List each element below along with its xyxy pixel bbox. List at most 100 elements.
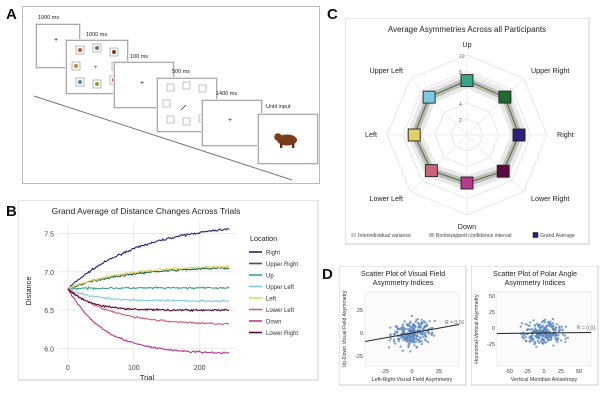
y-tick-label: 6.5 (44, 308, 54, 315)
data-point (420, 321, 424, 325)
data-point (519, 325, 522, 328)
data-point (538, 341, 541, 345)
bear-leg (292, 143, 295, 148)
panel-a-letter: A (6, 6, 17, 23)
y-axis-label: Horizontal-Vertical Asymmetry (474, 294, 480, 364)
cue-box (182, 81, 191, 90)
x-tick-label: 100 (128, 365, 140, 372)
data-point (542, 319, 545, 323)
data-point (550, 323, 553, 326)
legend-label: Down (266, 320, 281, 326)
series-line-lower-left (67, 288, 230, 326)
data-point (549, 335, 552, 338)
regression-line (364, 324, 460, 342)
data-point (534, 327, 537, 330)
data-point (538, 323, 541, 327)
data-point (410, 329, 413, 332)
data-point (551, 327, 555, 330)
marker-up (460, 74, 474, 88)
data-point (427, 332, 431, 335)
data-point (538, 330, 541, 333)
radar-spoke (466, 134, 524, 192)
y-tick-label: 0 (492, 326, 495, 332)
data-point (415, 318, 418, 322)
data-point (413, 341, 416, 344)
data-point (525, 340, 528, 343)
data-point (554, 336, 557, 340)
data-point (425, 324, 428, 327)
radar-title: Average Asymmetries Across all Participa… (388, 25, 546, 34)
data-point (389, 326, 392, 329)
y-tick-label: 7.5 (44, 232, 54, 239)
data-point (406, 340, 409, 343)
bear-body (277, 134, 297, 146)
data-point (535, 345, 538, 349)
data-point (546, 329, 549, 332)
data-point (410, 314, 414, 318)
legend-average-swatch (532, 232, 539, 238)
data-point (399, 345, 402, 348)
data-point (396, 328, 400, 331)
x-tick-label: -50 (505, 369, 513, 375)
legend-ci-swatch (429, 233, 434, 237)
data-point (399, 327, 402, 330)
data-point (415, 345, 419, 349)
legend-ci-label: Bootstrapped confidence interval (436, 233, 512, 239)
data-point (401, 336, 404, 339)
data-point (520, 322, 524, 325)
data-point (389, 332, 392, 336)
data-point (562, 333, 565, 336)
plot-area (364, 291, 460, 367)
data-point (397, 337, 401, 341)
timeline-arrow (33, 95, 293, 181)
data-point (549, 338, 552, 341)
radar-axis-labels: Up Upper Right Right Lower Right Down Lower L… (365, 40, 574, 231)
scatter-1-body: R = 0.16 -25 0 25 25 0 -25 Left-Right Visual Fi… (342, 290, 464, 383)
data-point (392, 332, 396, 336)
radar-spoke (410, 78, 468, 136)
data-point (418, 340, 421, 344)
scatter-chart-1: Scatter Plot of Visual Field Asymmetry I… (339, 266, 467, 386)
marker-lower-left (424, 164, 438, 178)
data-point (409, 350, 412, 353)
data-point (539, 340, 542, 343)
data-point (543, 321, 547, 324)
fixation-cross-2: + (140, 80, 145, 87)
data-point (411, 334, 414, 337)
radar-legend: Interindividual variance Bootstrapped con… (351, 232, 575, 239)
timing-label-3: 100 ms (130, 54, 149, 60)
data-point (432, 334, 436, 337)
marker-lower-right (496, 164, 510, 178)
data-point (552, 344, 555, 347)
data-point (395, 332, 399, 335)
line-legend: Location Right Upper Right Up Upper Left Left… (249, 234, 298, 337)
axis-label-upper-left: Upper Left (369, 66, 403, 75)
series-line-right (67, 228, 230, 290)
line-chart-title: Grand Average of Distance Changes Across… (52, 206, 241, 216)
cue-box (162, 99, 171, 108)
data-point (529, 321, 532, 324)
marker-left (407, 128, 421, 142)
timing-label-2: 1000 ms (86, 32, 108, 38)
array-fixation: + (94, 65, 98, 71)
data-point (387, 346, 391, 349)
y-tick-label: 0 (360, 331, 363, 337)
data-point (557, 334, 560, 337)
line-grid (58, 222, 236, 360)
data-point (424, 332, 427, 335)
legend-label: Right (266, 251, 280, 257)
scatter-2-body: R = 0.01 -50 -25 0 25 50 50 25 0 -25 Vertical Meri… (474, 291, 596, 383)
marker-down (460, 176, 474, 190)
object-icon (78, 80, 82, 84)
data-point (543, 336, 547, 339)
data-point (528, 340, 531, 343)
data-point (431, 331, 434, 334)
data-point (561, 329, 564, 332)
data-point (394, 330, 397, 333)
data-point (424, 339, 428, 342)
data-point (420, 340, 423, 343)
data-point (420, 318, 423, 321)
timing-label-1: 1000 ms (38, 15, 60, 21)
data-point (424, 334, 428, 337)
data-point (530, 336, 533, 339)
